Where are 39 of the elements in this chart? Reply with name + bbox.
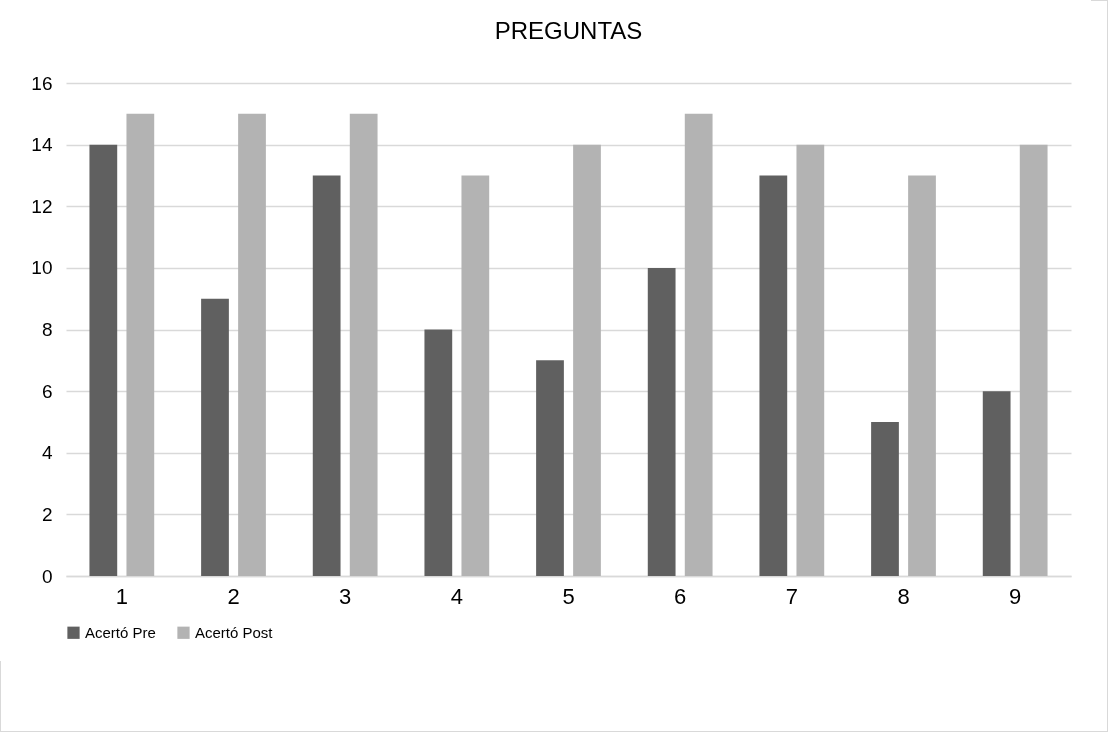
x-tick-label: 1 [115, 583, 128, 609]
bar [1019, 144, 1048, 576]
x-tick-label: 9 [1009, 583, 1022, 609]
bar [238, 113, 266, 576]
x-tick-label: 2 [227, 583, 240, 609]
x-tick-label: 5 [562, 583, 575, 609]
bar [89, 144, 118, 576]
x-tick-label: 6 [674, 583, 687, 609]
x-tick-label: 7 [785, 583, 798, 609]
y-tick-label: 16 [31, 72, 53, 94]
y-tick-label: 0 [41, 565, 53, 587]
bar [871, 421, 899, 576]
bar [461, 175, 490, 576]
legend-label: Acertó Post [195, 623, 274, 641]
bar [201, 298, 229, 576]
x-tick-label: 4 [450, 583, 463, 609]
bar [982, 391, 1011, 576]
y-tick-label: 14 [31, 134, 53, 156]
legend-label: Acertó Pre [85, 623, 156, 641]
x-tick-label: 3 [339, 583, 352, 609]
y-tick-label: 4 [41, 442, 53, 464]
bar [424, 329, 453, 576]
y-tick-label: 10 [31, 257, 53, 279]
y-tick-label: 6 [41, 380, 53, 402]
bar [759, 175, 788, 576]
bar [796, 144, 825, 576]
bar [908, 175, 936, 576]
y-tick-label: 8 [41, 319, 53, 340]
y-tick-label: 2 [41, 503, 53, 525]
bar [536, 360, 564, 576]
x-tick-label: 8 [897, 583, 910, 609]
bar [647, 267, 676, 576]
bar [126, 113, 155, 576]
chart-title: PREGUNTAS [494, 17, 643, 44]
y-tick-label: 12 [31, 195, 53, 217]
bar [312, 175, 341, 576]
bar [684, 113, 713, 576]
bar [573, 144, 601, 576]
bar [349, 113, 378, 576]
